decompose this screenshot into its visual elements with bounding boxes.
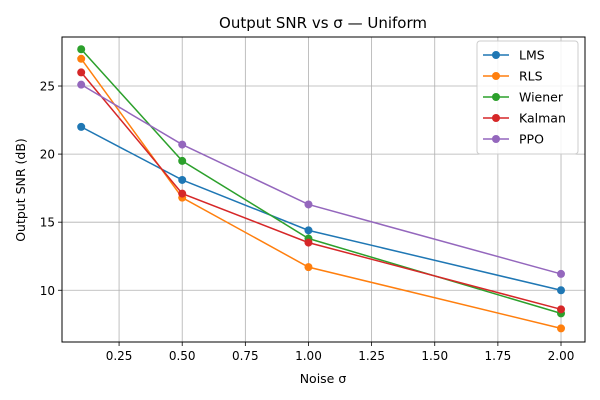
- series-group: [77, 45, 566, 333]
- y-tick-label: 25: [40, 80, 55, 94]
- data-point-lms: [304, 226, 313, 235]
- x-tick-label: 0.75: [232, 349, 259, 363]
- x-tick-label: 1.75: [485, 349, 512, 363]
- legend-swatch-marker: [492, 93, 500, 101]
- x-tick-label: 1.50: [421, 349, 448, 363]
- legend-swatch-marker: [492, 114, 500, 122]
- series-line-lms: [80, 126, 562, 291]
- data-point-ppo: [557, 269, 566, 278]
- data-point-kalman: [178, 189, 187, 198]
- data-point-kalman: [77, 68, 86, 77]
- data-point-lms: [178, 175, 187, 184]
- data-point-ppo: [304, 200, 313, 209]
- series-line-kalman: [80, 71, 562, 311]
- legend-swatch-marker: [492, 51, 500, 59]
- y-tick-label: 10: [40, 284, 55, 298]
- y-tick-label: 20: [40, 148, 55, 162]
- y-axis-label: Output SNR (dB): [13, 138, 28, 242]
- series-line-rls: [80, 58, 562, 330]
- x-tick-label: 2.00: [548, 349, 575, 363]
- series-line-ppo: [80, 84, 562, 275]
- data-point-kalman: [304, 238, 313, 247]
- x-tick-label: 1.25: [358, 349, 385, 363]
- legend-label: LMS: [519, 48, 545, 63]
- x-tick-label: 0.25: [106, 349, 133, 363]
- legend-box: [476, 40, 579, 155]
- data-point-rls: [557, 324, 566, 333]
- data-point-rls: [77, 54, 86, 63]
- ticks: 0.25 0.50 0.75 1.00 1.25 1.50 1.75 2.00 10 15 20 25: [40, 80, 575, 363]
- data-point-lms: [77, 122, 86, 131]
- x-axis-label: Noise σ: [300, 371, 347, 386]
- legend-label: RLS: [519, 69, 543, 84]
- plot-frame: [61, 36, 586, 343]
- data-point-wiener: [178, 156, 187, 165]
- data-point-wiener: [77, 45, 86, 54]
- legend: LMS RLS Wiener Kalman PPO: [476, 40, 579, 155]
- legend-swatch-marker: [492, 135, 500, 143]
- data-point-ppo: [178, 140, 187, 149]
- x-tick-label: 0.50: [169, 349, 196, 363]
- legend-swatch-marker: [492, 72, 500, 80]
- y-tick-label: 15: [40, 216, 55, 230]
- data-point-ppo: [77, 80, 86, 89]
- x-tick-label: 1.00: [295, 349, 322, 363]
- data-point-kalman: [557, 305, 566, 314]
- data-point-lms: [557, 286, 566, 295]
- chart-title: Output SNR vs σ — Uniform: [219, 14, 427, 32]
- data-point-rls: [304, 263, 313, 272]
- legend-label: Wiener: [519, 90, 564, 105]
- legend-label: PPO: [519, 132, 544, 147]
- legend-label: Kalman: [519, 111, 566, 126]
